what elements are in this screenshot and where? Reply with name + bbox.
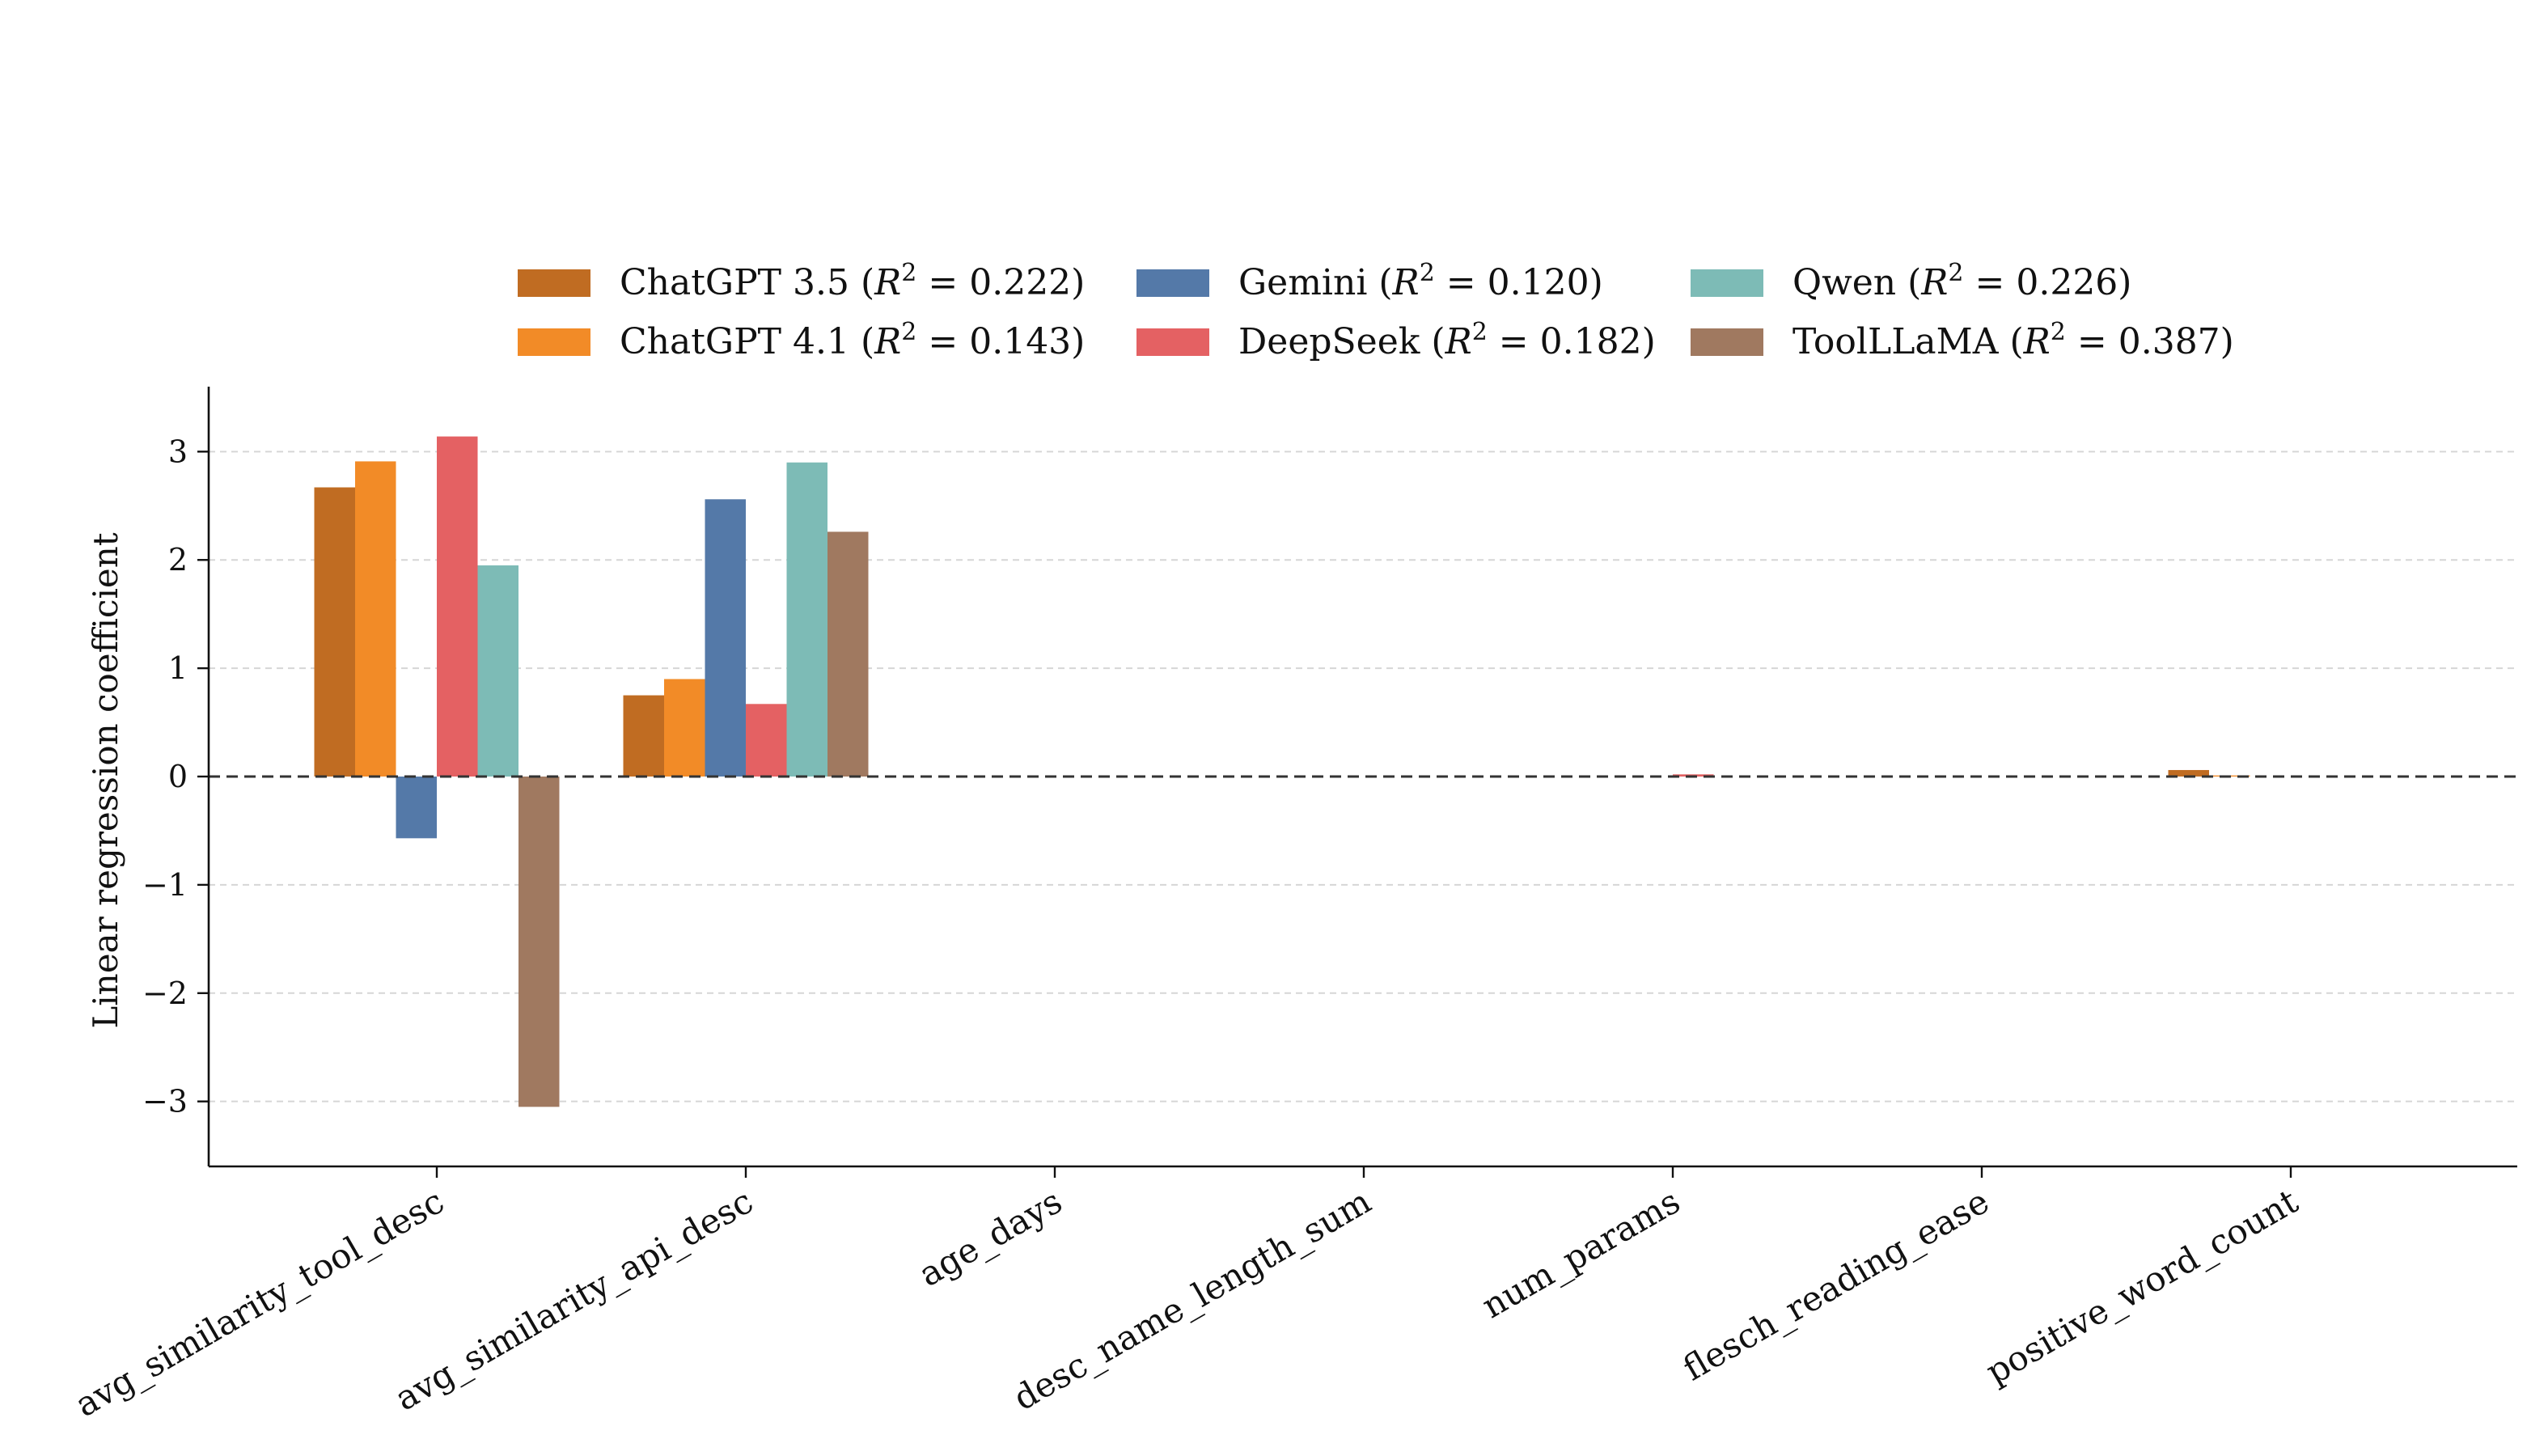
x-tick-label: age_days xyxy=(912,1181,1069,1294)
legend-swatch xyxy=(518,269,590,297)
bar-deepseek-avg-similarity-api-desc xyxy=(746,704,787,777)
x-tick-label: flesch_reading_ease xyxy=(1676,1181,1996,1388)
legend-swatch xyxy=(1136,269,1209,297)
bars xyxy=(314,436,2250,1107)
y-tick-label: −3 xyxy=(142,1084,188,1120)
bar-toolllama-avg-similarity-tool-desc xyxy=(518,777,560,1107)
bar-gemini-avg-similarity-tool-desc xyxy=(396,777,437,839)
x-ticks: avg_similarity_tool_descavg_similarity_a… xyxy=(69,1166,2305,1424)
y-tick-label: 3 xyxy=(168,434,188,469)
bar-deepseek-avg-similarity-tool-desc xyxy=(437,436,478,777)
legend-swatch xyxy=(1136,328,1209,356)
legend-label: DeepSeek (R2 = 0.182) xyxy=(1238,318,1656,362)
legend-label: ToolLLaMA (R2 = 0.387) xyxy=(1792,318,2234,362)
y-axis-title: Linear regression coefficient xyxy=(86,532,125,1028)
legend-swatch xyxy=(1691,328,1763,356)
y-tick-label: −1 xyxy=(142,867,188,903)
x-tick-label: positive_word_count xyxy=(1979,1181,2305,1392)
bar-qwen-avg-similarity-api-desc xyxy=(786,462,827,777)
legend-label: Gemini (R2 = 0.120) xyxy=(1238,259,1603,303)
legend-swatch xyxy=(518,328,590,356)
legend-label: ChatGPT 4.1 (R2 = 0.143) xyxy=(620,318,1085,362)
y-tick-label: 2 xyxy=(168,542,188,578)
bar-chatgpt-4-1-avg-similarity-tool-desc xyxy=(355,461,396,777)
bar-chatgpt-3-5-positive-word-count xyxy=(2168,769,2209,777)
y-tick-label: 1 xyxy=(168,650,188,686)
y-tick-label: 0 xyxy=(168,759,188,794)
bar-gemini-avg-similarity-api-desc xyxy=(705,499,746,777)
bar-chatgpt-3-5-avg-similarity-api-desc xyxy=(623,695,664,777)
legend-swatch xyxy=(1691,269,1763,297)
x-tick-label: num_params xyxy=(1475,1181,1687,1326)
bar-qwen-avg-similarity-tool-desc xyxy=(477,565,518,777)
y-tick-label: −2 xyxy=(142,976,188,1011)
y-ticks: −3 −2 −1 0 1 2 3 xyxy=(142,434,209,1120)
bar-chatgpt-3-5-avg-similarity-tool-desc xyxy=(314,487,355,777)
legend-label: ChatGPT 3.5 (R2 = 0.222) xyxy=(620,259,1085,303)
legend: ChatGPT 3.5 (R2 = 0.222) ChatGPT 4.1 (R2 … xyxy=(518,259,2234,362)
bar-chatgpt-4-1-avg-similarity-api-desc xyxy=(664,679,705,777)
legend-label: Qwen (R2 = 0.226) xyxy=(1792,259,2131,303)
bar-toolllama-avg-similarity-api-desc xyxy=(827,531,869,777)
